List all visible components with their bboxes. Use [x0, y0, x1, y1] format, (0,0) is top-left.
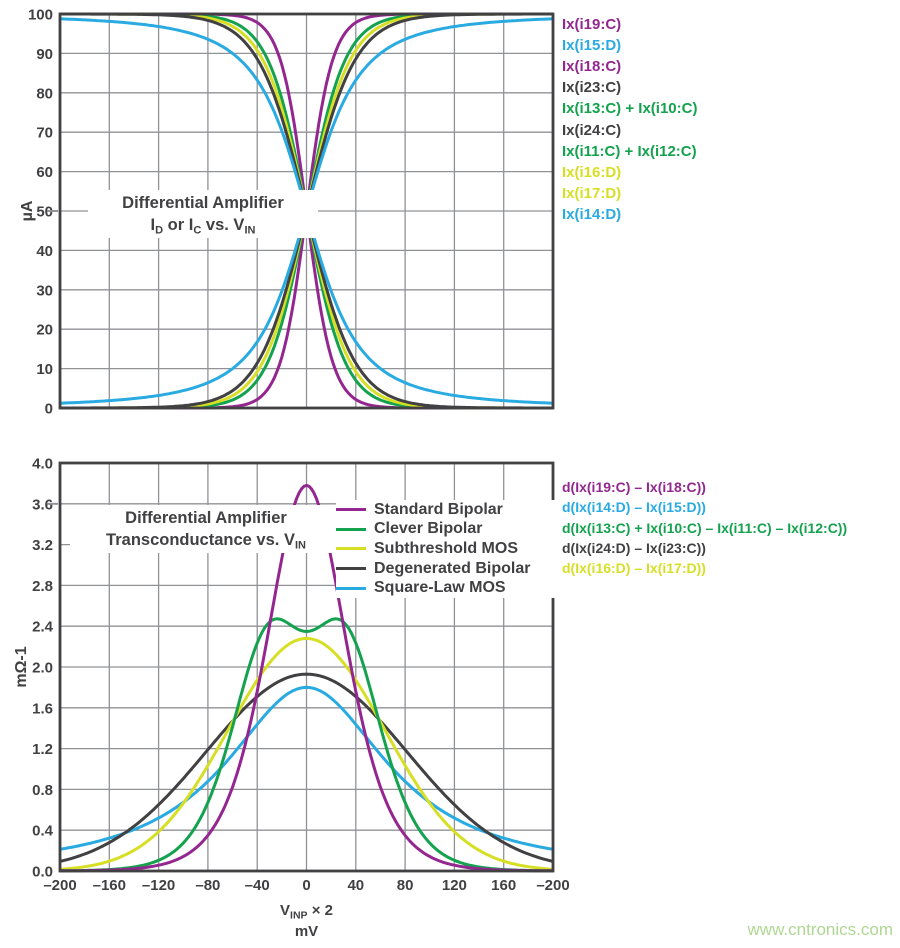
plot-frame — [58, 12, 555, 410]
legend-swatch — [336, 508, 366, 512]
legend-item: d(Ix(i14:D) – Ix(i15:D)) — [562, 499, 706, 516]
x-tick-label: 160 — [491, 877, 516, 894]
y-tick-label: 60 — [36, 164, 53, 181]
y-tick-label: 40 — [36, 243, 53, 260]
x-tick-label: –80 — [195, 877, 220, 894]
title-backdrop — [70, 505, 342, 553]
device-legend-row: Clever Bipolar — [336, 520, 557, 540]
y-tick-label: 3.2 — [32, 537, 53, 554]
legend-item: Ix(i23:C) — [562, 79, 622, 97]
title-backdrop — [88, 190, 318, 238]
y-tick-label: 0.0 — [32, 864, 53, 881]
x-tick-label: –160 — [93, 877, 126, 894]
x-tick-label: –200 — [43, 877, 76, 894]
chart-title-line1: Differential Amplifier — [122, 194, 284, 212]
legend-item: Ix(i19:C) — [562, 16, 622, 34]
legend-item: Ix(i24:C) — [562, 121, 622, 139]
curve-subthreshold-mos-gm — [59, 636, 554, 871]
top-chart-legend: Ix(i19:C) Ix(i15:D) Ix(i18:C) Ix(i23:C) Ix(i… — [562, 14, 697, 225]
legend-swatch — [336, 567, 366, 571]
legend-item: d(Ix(i24:D) – Ix(i23:C)) — [562, 540, 706, 557]
curve-clever-bipolar-gm — [60, 617, 553, 873]
y-tick-label: 2.0 — [32, 660, 53, 677]
y-tick-label: 1.2 — [32, 741, 53, 758]
curve-square-law-mos-gm — [59, 685, 554, 851]
x-tick-label: 80 — [397, 877, 414, 894]
legend-label: Degenerated Bipolar — [374, 559, 531, 577]
y-tick-label: 2.4 — [32, 619, 54, 636]
device-legend-row: Subthreshold MOS — [336, 539, 557, 559]
legend-swatch — [336, 586, 366, 590]
legend-swatch — [336, 527, 366, 531]
legend-item: Ix(i14:D) — [562, 205, 622, 223]
y-tick-label: 4.0 — [32, 456, 53, 473]
y-tick-label: 20 — [36, 322, 53, 339]
plot-frame — [58, 461, 555, 873]
y-tick-label: 0 — [45, 401, 53, 418]
x-tick-label: –120 — [142, 877, 175, 894]
legend-item: d(Ix(i19:C) – Ix(i18:C)) — [562, 479, 706, 496]
y-tick-label: 10 — [36, 361, 53, 378]
legend-label: Clever Bipolar — [374, 520, 483, 538]
y-axis-label: mΩ-1 — [13, 646, 30, 687]
y-tick-label: 80 — [36, 85, 53, 102]
y-tick-label: 30 — [36, 282, 53, 299]
device-legend-row: Square-Law MOS — [336, 578, 557, 598]
y-tick-label: 70 — [36, 125, 53, 142]
device-legend-row: Degenerated Bipolar — [336, 559, 557, 579]
legend-swatch — [336, 547, 366, 551]
legend-item: Ix(i11:C) + Ix(i12:C) — [562, 142, 697, 160]
y-tick-label: 50 — [36, 204, 53, 221]
chart-title-line2: ID​ or IC​ vs. VIN​ — [151, 216, 256, 237]
legend-item: Ix(i15:D) — [562, 37, 622, 55]
x-tick-label: –200 — [536, 877, 569, 894]
bottom-chart-legend: d(Ix(i19:C) – Ix(i18:C)) d(Ix(i14:D) – Ix… — [562, 477, 847, 578]
legend-item: Ix(i16:D) — [562, 163, 622, 181]
legend-item: Ix(i18:C) — [562, 58, 622, 76]
x-tick-label: 120 — [442, 877, 467, 894]
watermark: www.cntronics.com — [747, 920, 893, 939]
legend-item: d(Ix(i16:D) – Ix(i17:D)) — [562, 560, 706, 577]
x-axis-unit-label: mV — [295, 923, 318, 940]
legend-label: Standard Bipolar — [374, 500, 503, 518]
x-tick-label: 0 — [302, 877, 310, 894]
y-tick-label: 3.6 — [32, 496, 53, 513]
chart-title-line2: Transconductance vs. VIN​ — [106, 531, 306, 552]
device-legend-row: Standard Bipolar — [336, 500, 557, 520]
x-tick-label: –40 — [245, 877, 270, 894]
y-tick-label: 1.6 — [32, 700, 53, 717]
y-tick-label: 2.8 — [32, 578, 53, 595]
legend-item: Ix(i13:C) + Ix(i10:C) — [562, 100, 698, 118]
x-tick-label: 40 — [347, 877, 364, 894]
curve-degenerated-bipolar-gm — [59, 672, 554, 863]
legend-item: d(Ix(i13:C) + Ix(i10:C) – Ix(i11:C) – Ix… — [562, 519, 848, 536]
y-tick-label: 90 — [36, 46, 53, 63]
y-tick-label: 0.4 — [32, 823, 54, 840]
legend-label: Subthreshold MOS — [374, 539, 518, 557]
curve-standard-bipolar-gm — [59, 483, 554, 873]
y-axis-label: µA — [19, 200, 36, 221]
legend-item: Ix(i17:D) — [562, 184, 622, 202]
x-axis-label: VINP​ × 2 — [280, 902, 333, 922]
y-tick-label: 0.8 — [32, 782, 53, 799]
device-type-legend: Standard Bipolar Clever Bipolar Subthresho… — [336, 500, 557, 598]
chart-title-line1: Differential Amplifier — [125, 509, 287, 527]
y-tick-label: 100 — [28, 7, 53, 24]
legend-label: Square-Law MOS — [374, 579, 506, 597]
